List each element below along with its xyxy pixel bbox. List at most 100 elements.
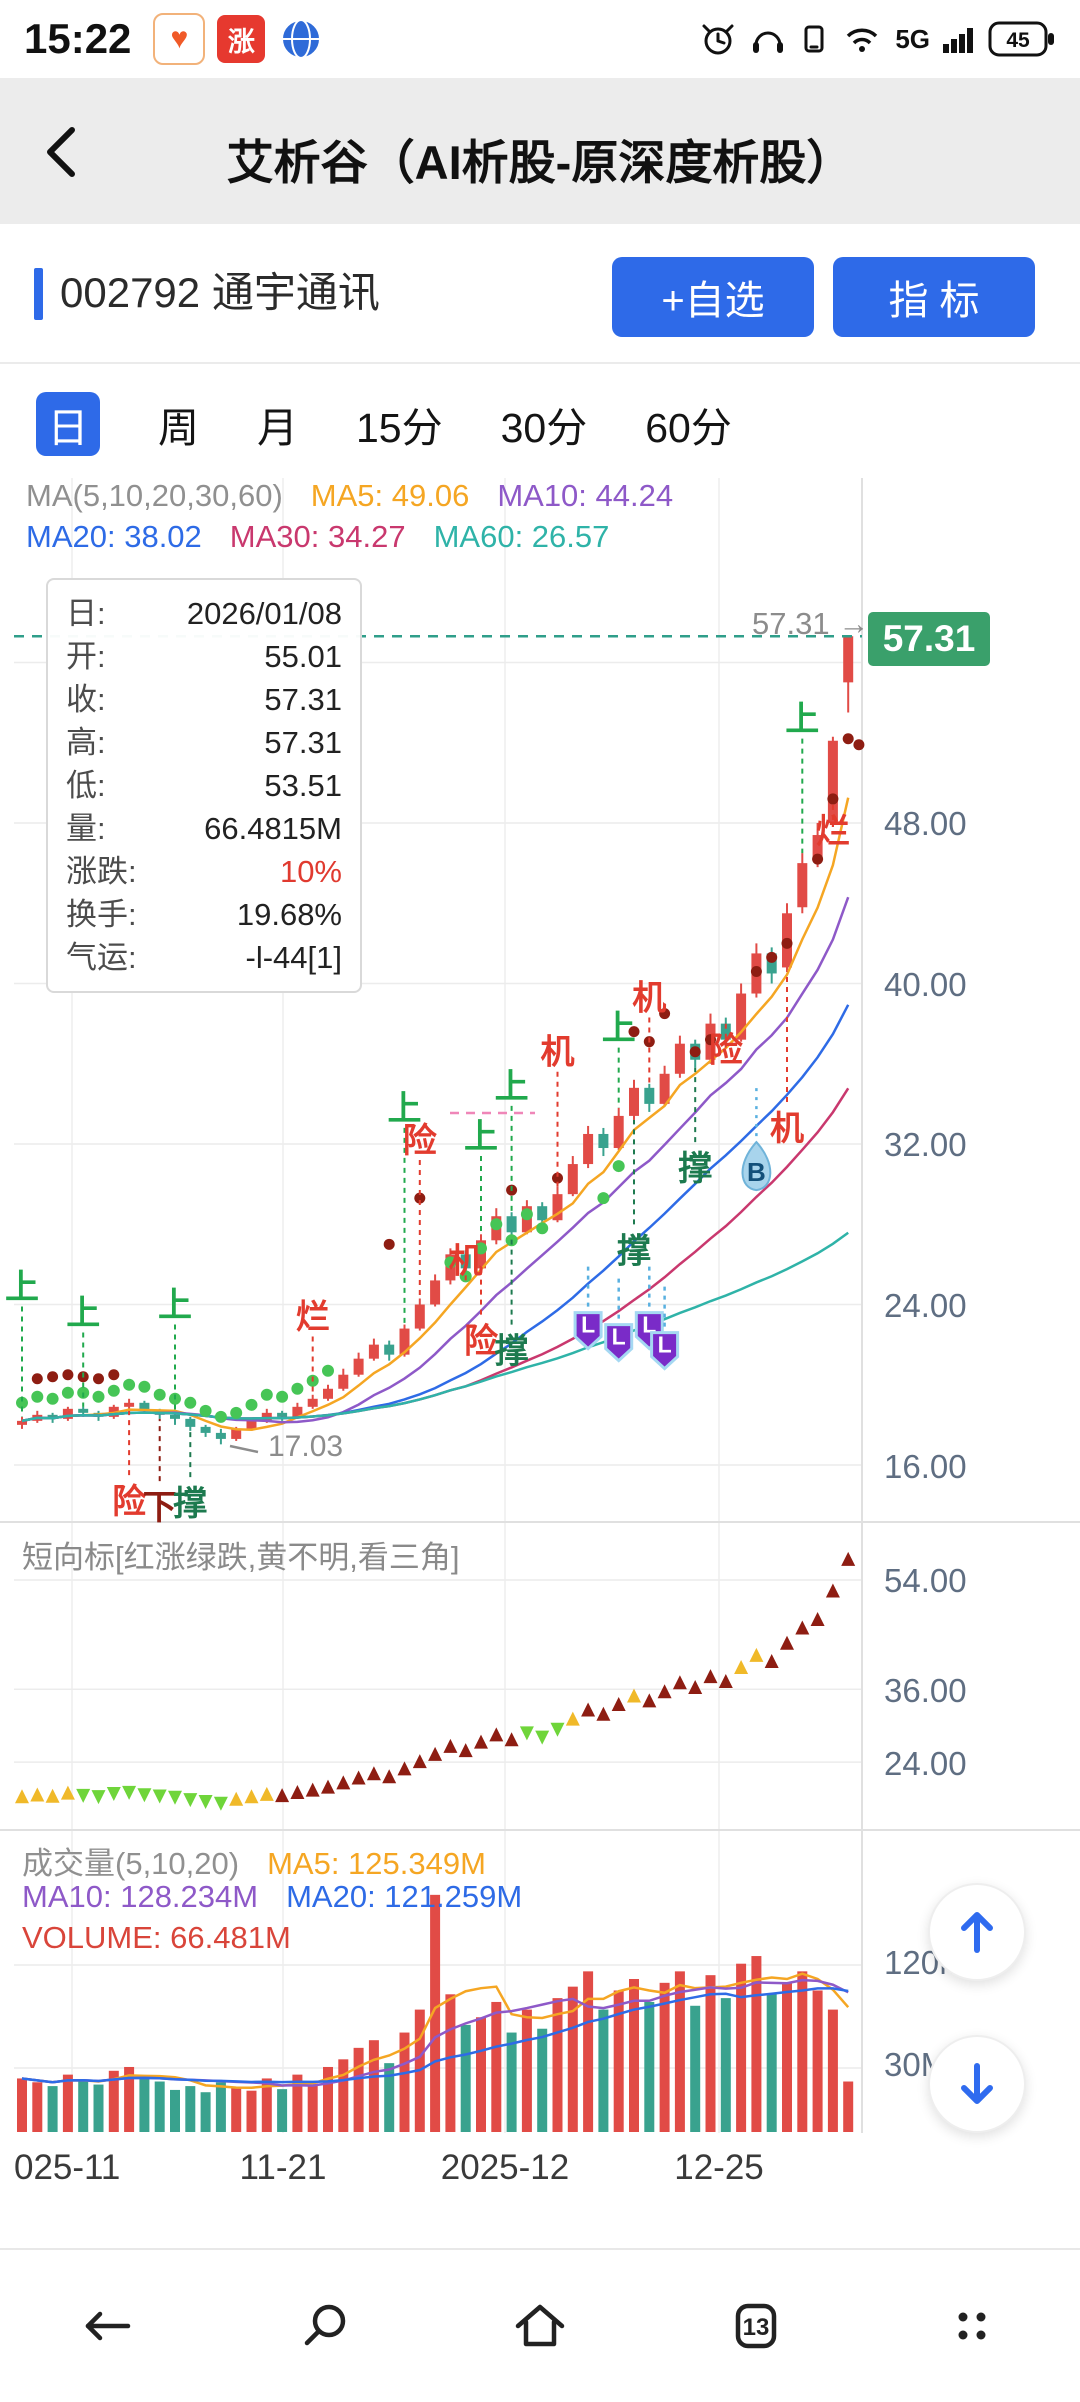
browser-globe-icon: [277, 15, 326, 63]
page-title: 艾析谷（AI析股-原深度析股）: [226, 136, 854, 189]
ma60-value: MA60: 26.57: [433, 519, 610, 554]
x-axis-label-4: 12-25: [674, 2148, 764, 2187]
status-bar-left: 15:22 ♥ 涨: [24, 13, 326, 65]
status-bar: 15:22 ♥ 涨 5G 45: [0, 0, 1080, 78]
svg-text:险: 险: [464, 1322, 499, 1361]
y-axis-24: 24.00: [884, 1287, 967, 1324]
svg-text:撑: 撑: [617, 1232, 651, 1270]
tooltip-value: 66.4815M: [204, 811, 342, 846]
tooltip-change-value: 10%: [279, 854, 342, 889]
tab-count-icon: 13: [735, 2303, 777, 2349]
tab-60min[interactable]: 60分: [645, 405, 732, 451]
volume-header-row3: VOLUME: 66.481M: [22, 1920, 319, 1956]
nav-menu-button[interactable]: [912, 2266, 1032, 2386]
tab-15min[interactable]: 15分: [356, 405, 443, 451]
arrow-up-icon: [961, 1912, 993, 1953]
volume-header-row1: 成交量(5,10,20) MA5: 125.349M: [22, 1838, 514, 1883]
ma-title: MA(5,10,20,30,60): [26, 478, 283, 513]
tooltip-value: 57.31: [264, 725, 342, 760]
x-axis-label-3: 2025-12: [440, 2148, 570, 2187]
y-axis-16: 16.00: [884, 1448, 967, 1485]
nav-home-button[interactable]: [480, 2266, 600, 2386]
back-arrow-icon: [85, 2311, 131, 2341]
current-price-marker: 57.31 →: [752, 606, 870, 641]
volume-header-row2: MA10: 128.234M MA20: 121.259M: [22, 1879, 550, 1915]
tooltip-value: 53.51: [264, 768, 342, 803]
indicator-button[interactable]: 指 标: [833, 257, 1035, 337]
svg-text:上: 上: [602, 1010, 636, 1048]
nav-search-button[interactable]: [264, 2266, 384, 2386]
low-price-label: 17.03: [268, 1430, 344, 1463]
vol-ma10-value: MA10: 128.234M: [22, 1879, 259, 1914]
svg-text:撑: 撑: [678, 1150, 712, 1188]
svg-text:L: L: [642, 1312, 656, 1338]
stock-code-name: 002792 通宇通讯: [60, 269, 380, 316]
ma10-value: MA10: 44.24: [497, 478, 674, 513]
svg-text:撑: 撑: [173, 1485, 207, 1523]
tooltip-label: 气运:: [66, 940, 137, 975]
back-icon[interactable]: [40, 122, 84, 182]
ind-y-axis-54: 54.00: [884, 1562, 967, 1599]
tooltip-value: 2026/01/08: [186, 596, 342, 631]
search-icon: [304, 2304, 346, 2346]
headset-icon: [753, 31, 784, 53]
battery-icon: 45: [988, 21, 1054, 57]
scroll-down-button[interactable]: [928, 2035, 1026, 2133]
scroll-up-button[interactable]: [928, 1883, 1026, 1981]
buy-balloon-layer: B: [741, 1088, 772, 1192]
ma-header-row2: MA20: 38.02 MA30: 34.27 MA60: 26.57: [26, 519, 637, 555]
ma5-value: MA5: 49.06: [310, 478, 470, 513]
tab-monthly[interactable]: 月: [257, 405, 298, 451]
svg-text:上: 上: [495, 1068, 529, 1106]
svg-text:机: 机: [770, 1110, 804, 1148]
bottom-navigation: 13: [0, 2248, 1080, 2402]
direction-indicator-layer: [15, 1551, 856, 1811]
svg-text:机: 机: [541, 1034, 575, 1072]
nav-tabs-button[interactable]: 13: [696, 2266, 816, 2386]
ohlc-tooltip: 日: 2026/01/08 开: 55.01 收: 57.31 高: 57.31 低: 5…: [46, 578, 362, 993]
ma-header-row1: MA(5,10,20,30,60) MA5: 49.06 MA10: 44.24: [26, 478, 701, 514]
clock-time: 15:22: [24, 15, 132, 62]
stock-bar: 002792 通宇通讯 +自选 指 标: [0, 224, 1080, 362]
flag-markers-layer: L L LL: [573, 1266, 680, 1371]
tooltip-label: 高:: [66, 725, 106, 760]
tooltip-value: -l-44[1]: [245, 940, 342, 975]
y-axis-48: 48.00: [884, 805, 967, 842]
svg-text:机: 机: [449, 1242, 483, 1280]
svg-text:L: L: [612, 1324, 626, 1350]
tab-count: 13: [743, 2314, 770, 2341]
stock-app-icon: 涨: [217, 15, 266, 63]
svg-text:上: 上: [464, 1118, 498, 1156]
status-bar-right: 5G 45: [699, 20, 1056, 58]
svg-text:上: 上: [66, 1295, 100, 1333]
tab-weekly[interactable]: 周: [158, 405, 199, 451]
alarm-icon: [702, 24, 734, 55]
svg-text:上: 上: [5, 1268, 39, 1306]
heart-app-icon: ♥: [153, 13, 206, 65]
svg-text:上: 上: [158, 1287, 192, 1325]
network-type-label: 5G: [895, 23, 930, 54]
tab-30min[interactable]: 30分: [500, 405, 588, 451]
indicator-pane-title: 短向标[红涨绿跌,黄不明,看三角]: [22, 1540, 460, 1575]
tooltip-label: 低:: [66, 768, 106, 803]
svg-text:B: B: [747, 1157, 766, 1187]
tab-daily[interactable]: 日: [36, 392, 100, 456]
wifi-icon: [847, 28, 878, 52]
add-watchlist-button[interactable]: +自选: [612, 257, 814, 337]
ma-lines-layer: [14, 634, 862, 1431]
svg-text:险: 险: [403, 1121, 438, 1160]
menu-dots-icon: [958, 2312, 986, 2340]
nav-back-button[interactable]: [48, 2266, 168, 2386]
current-price-badge: 57.31: [868, 612, 990, 666]
ind-y-axis-36: 36.00: [884, 1672, 967, 1709]
svg-text:烂: 烂: [296, 1299, 330, 1337]
svg-text:L: L: [581, 1312, 595, 1338]
x-axis-label-1: 025-11: [14, 2148, 121, 2187]
battery-percent: 45: [1006, 29, 1030, 52]
tooltip-label: 换手:: [66, 897, 137, 932]
x-axis-label-2: 11-21: [239, 2148, 327, 2187]
signal-bars-icon: [943, 28, 973, 53]
vol-ma5-value: MA5: 125.349M: [267, 1846, 486, 1881]
